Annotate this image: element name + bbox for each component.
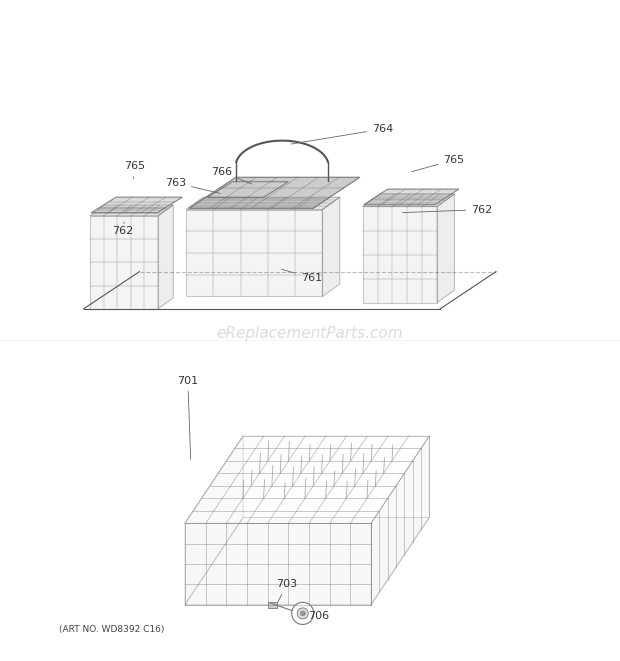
Polygon shape xyxy=(189,177,360,208)
Polygon shape xyxy=(185,436,243,605)
Polygon shape xyxy=(185,524,371,605)
Polygon shape xyxy=(437,194,454,303)
Polygon shape xyxy=(185,436,429,524)
Text: 706: 706 xyxy=(303,611,329,621)
Polygon shape xyxy=(186,197,340,210)
Polygon shape xyxy=(185,518,429,605)
Polygon shape xyxy=(322,197,340,296)
Text: 765: 765 xyxy=(125,161,146,178)
Text: 766: 766 xyxy=(211,167,252,184)
Text: 763: 763 xyxy=(165,178,221,194)
Text: 762: 762 xyxy=(402,205,492,215)
Text: 762: 762 xyxy=(112,222,133,236)
Polygon shape xyxy=(364,189,459,205)
Circle shape xyxy=(301,611,305,616)
Polygon shape xyxy=(186,210,322,296)
Polygon shape xyxy=(363,194,454,206)
Polygon shape xyxy=(90,205,174,215)
Polygon shape xyxy=(363,206,437,303)
Polygon shape xyxy=(268,602,277,607)
Text: 701: 701 xyxy=(177,375,198,459)
Text: eReplacementParts.com: eReplacementParts.com xyxy=(216,326,404,341)
Circle shape xyxy=(291,602,314,625)
Polygon shape xyxy=(371,436,429,605)
Text: 764: 764 xyxy=(291,124,393,144)
Polygon shape xyxy=(91,197,182,213)
Text: 703: 703 xyxy=(276,579,298,602)
Text: 765: 765 xyxy=(412,155,464,172)
Polygon shape xyxy=(90,215,158,309)
Polygon shape xyxy=(208,182,288,197)
Circle shape xyxy=(297,608,308,619)
Text: 761: 761 xyxy=(281,269,322,283)
Text: (ART NO. WD8392 C16): (ART NO. WD8392 C16) xyxy=(59,625,164,635)
Polygon shape xyxy=(158,205,174,309)
